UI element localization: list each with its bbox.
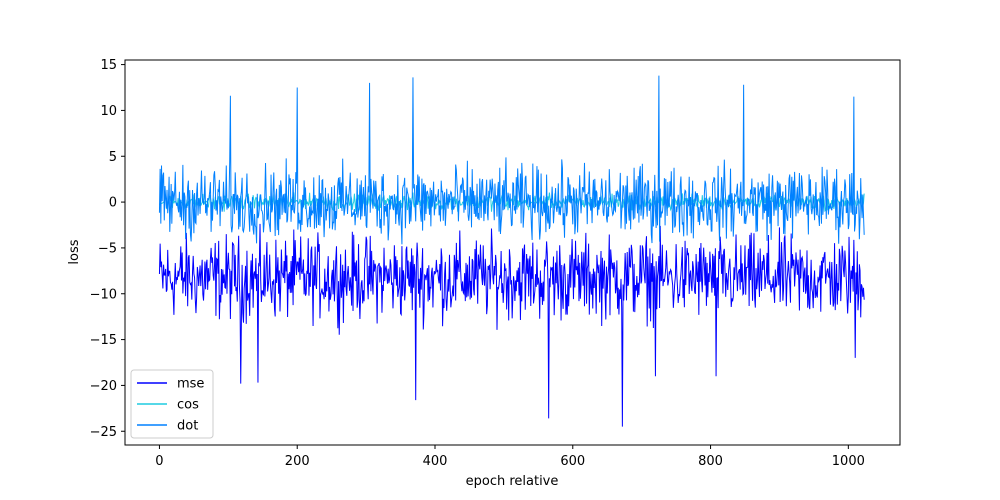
x-tick-label: 800 — [698, 454, 723, 469]
legend-label-mse: mse — [177, 377, 204, 392]
y-tick-label: 5 — [109, 150, 117, 165]
plot-frame — [124, 59, 901, 446]
x-tick-label: 200 — [285, 454, 310, 469]
x-tick-label: 0 — [155, 454, 163, 469]
series-line-dot — [158, 75, 865, 245]
legend-box — [130, 369, 214, 439]
x-axis-ticks: 0 200 400 600 800 1000 — [155, 445, 865, 469]
x-axis-label: epoch relative — [466, 474, 559, 489]
legend-label-dot: dot — [177, 419, 198, 434]
y-tick-label: −20 — [90, 379, 117, 394]
series-layer — [158, 75, 865, 427]
y-tick-label: 10 — [100, 104, 117, 119]
y-tick-label: −5 — [98, 241, 117, 256]
y-tick-label: 0 — [109, 196, 117, 211]
x-tick-label: 600 — [560, 454, 585, 469]
y-axis-label: loss — [67, 239, 82, 264]
y-axis-ticks: 15 10 5 0 −5 −10 −15 −20 −25 — [90, 58, 125, 440]
x-tick-label: 400 — [423, 454, 448, 469]
legend: mse cos dot — [130, 369, 214, 439]
y-tick-label: −15 — [90, 333, 117, 348]
y-tick-label: −25 — [90, 425, 117, 440]
y-tick-label: −10 — [90, 287, 117, 302]
series-line-mse — [158, 223, 865, 427]
x-tick-label: 1000 — [832, 454, 865, 469]
y-tick-label: 15 — [100, 58, 117, 73]
legend-label-cos: cos — [177, 398, 199, 413]
